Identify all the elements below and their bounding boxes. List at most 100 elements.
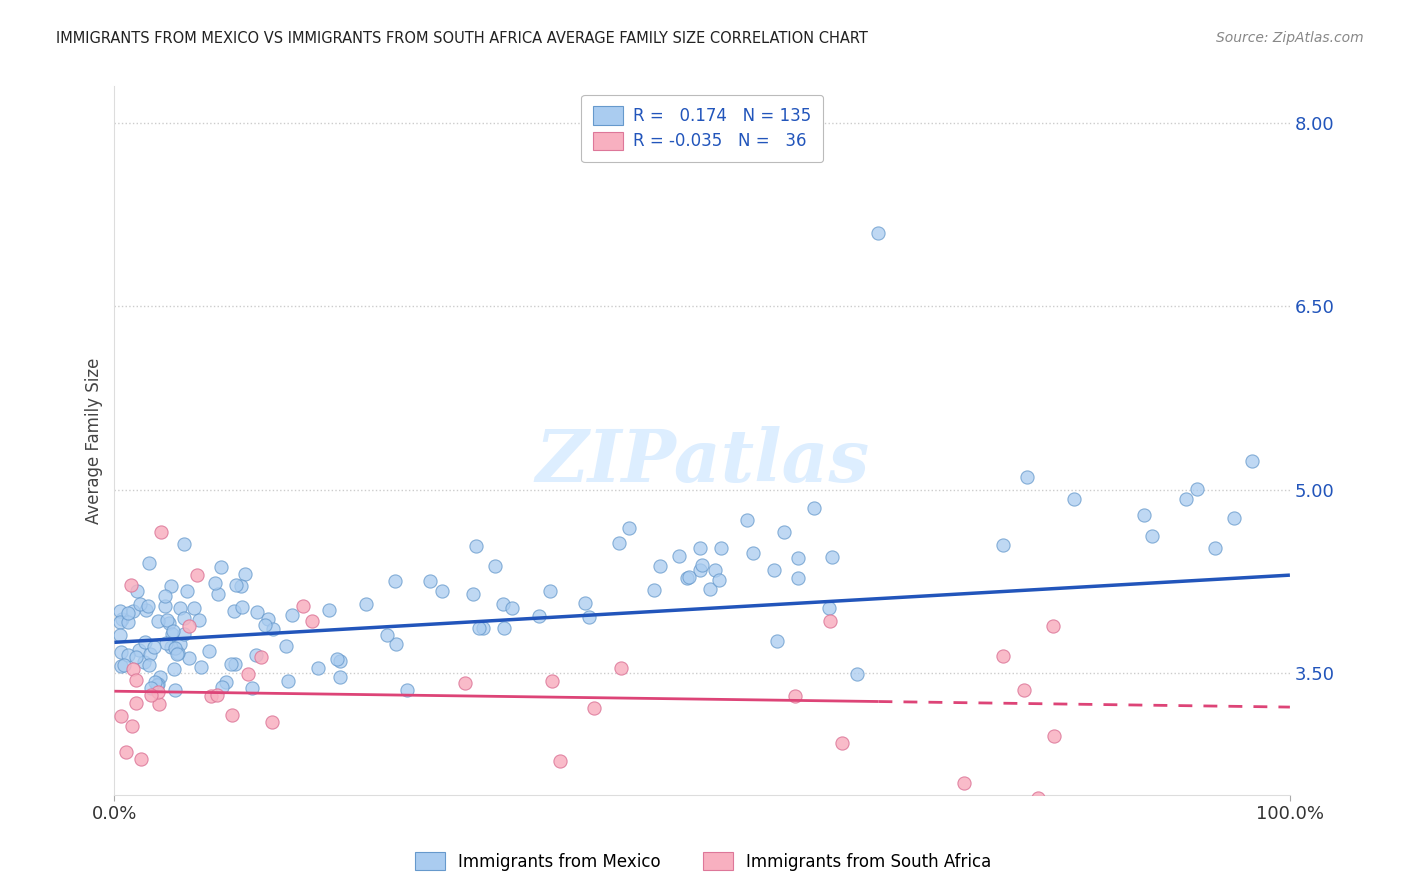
- Point: [240, 681, 263, 695]
- Point: [121, 719, 143, 733]
- Point: [160, 640, 183, 654]
- Point: [211, 681, 233, 695]
- Point: [143, 675, 166, 690]
- Point: [150, 525, 173, 540]
- Point: [173, 627, 195, 641]
- Point: [236, 667, 259, 681]
- Point: [1185, 482, 1208, 496]
- Text: ZIPatlas: ZIPatlas: [536, 426, 869, 498]
- Point: [385, 637, 408, 651]
- Point: [110, 709, 132, 723]
- Point: [169, 601, 191, 615]
- Point: [219, 657, 242, 671]
- Point: [991, 538, 1014, 552]
- Point: [318, 603, 340, 617]
- Point: [1204, 541, 1226, 555]
- Point: [207, 587, 229, 601]
- Point: [183, 601, 205, 615]
- Point: [110, 645, 132, 659]
- Point: [785, 689, 807, 703]
- Point: [803, 500, 825, 515]
- Point: [817, 601, 839, 615]
- Point: [143, 640, 166, 655]
- Point: [163, 640, 186, 655]
- Point: [111, 612, 134, 626]
- Point: [991, 649, 1014, 664]
- Point: [707, 573, 730, 587]
- Point: [146, 615, 169, 629]
- Point: [419, 574, 441, 588]
- Point: [1140, 529, 1163, 543]
- Point: [689, 563, 711, 577]
- Point: [492, 597, 515, 611]
- Y-axis label: Average Family Size: Average Family Size: [86, 358, 103, 524]
- Point: [125, 649, 148, 664]
- Point: [329, 670, 352, 684]
- Point: [200, 689, 222, 703]
- Point: [153, 589, 176, 603]
- Point: [207, 688, 229, 702]
- Point: [225, 578, 247, 592]
- Point: [527, 608, 550, 623]
- Point: [1042, 619, 1064, 633]
- Point: [122, 604, 145, 618]
- Text: IMMIGRANTS FROM MEXICO VS IMMIGRANTS FROM SOUTH AFRICA AVERAGE FAMILY SIZE CORRE: IMMIGRANTS FROM MEXICO VS IMMIGRANTS FRO…: [56, 31, 868, 46]
- Point: [274, 640, 297, 654]
- Point: [643, 582, 665, 597]
- Point: [141, 688, 163, 702]
- Point: [162, 624, 184, 638]
- Point: [845, 667, 868, 681]
- Point: [125, 696, 148, 710]
- Point: [146, 678, 169, 692]
- Text: Source: ZipAtlas.com: Source: ZipAtlas.com: [1216, 31, 1364, 45]
- Point: [578, 610, 600, 624]
- Point: [110, 627, 132, 641]
- Point: [648, 558, 671, 573]
- Point: [1043, 729, 1066, 743]
- Point: [110, 615, 132, 630]
- Point: [678, 569, 700, 583]
- Point: [617, 521, 640, 535]
- Point: [354, 598, 377, 612]
- Point: [818, 614, 841, 628]
- Point: [735, 513, 758, 527]
- Point: [868, 226, 890, 240]
- Point: [169, 637, 191, 651]
- Point: [250, 650, 273, 665]
- Point: [148, 697, 170, 711]
- Point: [763, 563, 786, 577]
- Point: [148, 670, 170, 684]
- Point: [115, 745, 138, 759]
- Point: [173, 537, 195, 551]
- Point: [165, 683, 187, 698]
- Point: [176, 583, 198, 598]
- Point: [281, 608, 304, 623]
- Point: [156, 613, 179, 627]
- Legend: Immigrants from Mexico, Immigrants from South Africa: Immigrants from Mexico, Immigrants from …: [406, 844, 1000, 880]
- Point: [215, 675, 238, 690]
- Point: [209, 560, 232, 574]
- Point: [1015, 470, 1038, 484]
- Point: [1132, 508, 1154, 522]
- Point: [1241, 454, 1264, 468]
- Point: [689, 541, 711, 555]
- Point: [773, 525, 796, 540]
- Point: [582, 700, 605, 714]
- Point: [1026, 791, 1049, 805]
- Point: [484, 558, 506, 573]
- Point: [540, 674, 562, 689]
- Point: [136, 599, 159, 613]
- Point: [198, 644, 221, 658]
- Point: [766, 634, 789, 648]
- Point: [231, 579, 253, 593]
- Point: [548, 754, 571, 768]
- Point: [138, 556, 160, 570]
- Point: [326, 652, 349, 666]
- Point: [173, 611, 195, 625]
- Point: [167, 646, 190, 660]
- Point: [222, 604, 245, 618]
- Point: [607, 536, 630, 550]
- Point: [141, 681, 163, 695]
- Point: [1012, 682, 1035, 697]
- Point: [253, 618, 276, 632]
